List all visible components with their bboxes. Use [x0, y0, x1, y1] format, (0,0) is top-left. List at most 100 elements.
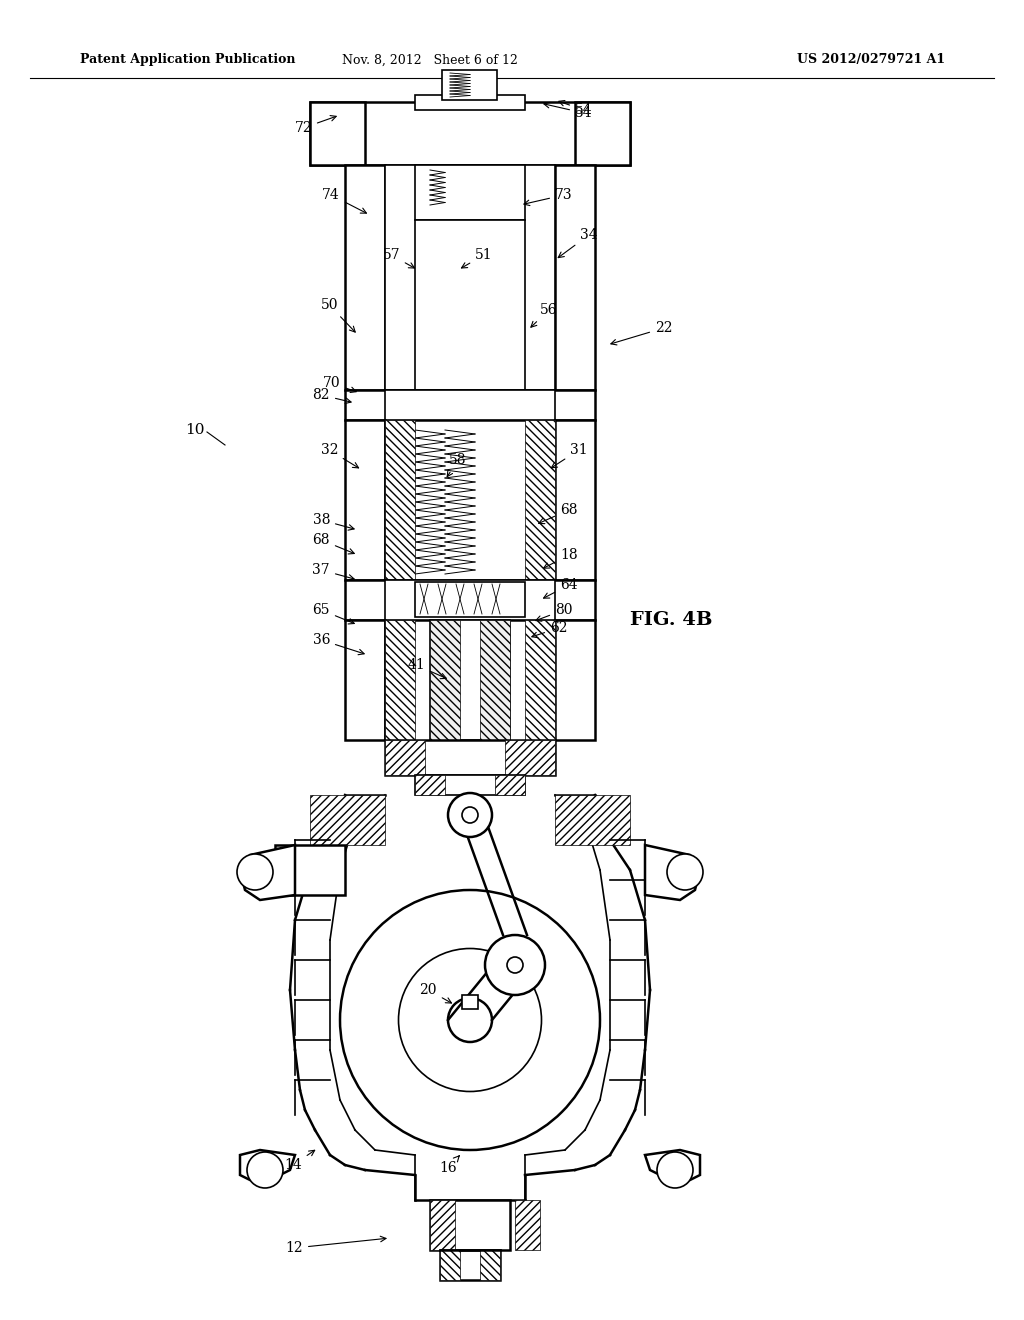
Text: 32: 32 [321, 444, 358, 467]
Bar [462, 995, 478, 1008]
Text: US 2012/0279721 A1: US 2012/0279721 A1 [797, 54, 945, 66]
Bar [415, 165, 525, 220]
Circle shape [237, 854, 273, 890]
Circle shape [449, 793, 492, 837]
Bar [555, 620, 595, 741]
Bar [415, 95, 525, 110]
Text: 56: 56 [530, 304, 557, 327]
Bar [415, 775, 525, 795]
Bar [525, 420, 555, 579]
Text: 82: 82 [312, 388, 351, 404]
Bar [440, 1250, 460, 1280]
Text: 10: 10 [185, 422, 205, 437]
Bar [345, 420, 385, 579]
Bar [555, 620, 595, 741]
Text: 57: 57 [382, 248, 415, 268]
Text: 34: 34 [558, 228, 598, 257]
Bar [415, 220, 525, 389]
Bar [555, 420, 595, 579]
Bar [385, 741, 425, 775]
Bar [575, 102, 630, 165]
Bar [442, 70, 497, 100]
Text: Patent Application Publication: Patent Application Publication [80, 54, 296, 66]
Bar [385, 389, 555, 420]
Text: 70: 70 [323, 376, 356, 392]
Circle shape [398, 949, 542, 1092]
Bar [495, 775, 525, 795]
Text: 41: 41 [408, 657, 446, 678]
Bar [430, 1200, 510, 1250]
Text: 16: 16 [439, 1156, 459, 1175]
Bar [310, 102, 365, 165]
Text: 51: 51 [462, 248, 493, 268]
Bar [415, 582, 525, 616]
Circle shape [449, 998, 492, 1041]
Text: 74: 74 [323, 187, 367, 213]
Bar [345, 389, 595, 420]
Bar [385, 620, 415, 741]
Text: 31: 31 [551, 444, 588, 467]
Bar [345, 579, 595, 620]
Bar [345, 579, 595, 620]
Circle shape [507, 957, 523, 973]
Circle shape [462, 807, 478, 822]
Text: 68: 68 [539, 503, 578, 524]
Bar [345, 165, 385, 389]
Bar [345, 420, 385, 579]
Text: FIG. 4B: FIG. 4B [630, 611, 713, 630]
Bar [480, 620, 510, 741]
Bar [415, 775, 445, 795]
Bar [480, 1250, 500, 1280]
Text: 20: 20 [420, 983, 452, 1003]
Polygon shape [240, 1150, 295, 1180]
Bar [385, 420, 415, 579]
Text: 58: 58 [447, 453, 467, 477]
Polygon shape [645, 1150, 700, 1180]
Bar [385, 741, 555, 775]
Text: 50: 50 [321, 298, 355, 333]
Text: 14: 14 [285, 1150, 314, 1172]
Bar [555, 420, 595, 579]
Bar [575, 102, 630, 165]
Text: 73: 73 [524, 187, 572, 206]
Text: 62: 62 [531, 620, 567, 638]
Bar [555, 165, 595, 389]
Circle shape [485, 935, 545, 995]
Circle shape [657, 1152, 693, 1188]
Bar [555, 795, 630, 845]
Text: 54: 54 [544, 103, 593, 120]
Bar [275, 845, 345, 895]
Bar [430, 1200, 455, 1250]
Text: 65: 65 [312, 603, 354, 624]
Text: 54: 54 [559, 100, 593, 117]
Text: 22: 22 [611, 321, 673, 345]
Polygon shape [645, 845, 700, 900]
Text: 18: 18 [544, 548, 578, 568]
Text: 37: 37 [312, 564, 354, 581]
Polygon shape [240, 845, 295, 900]
Circle shape [247, 1152, 283, 1188]
Bar [310, 795, 385, 845]
Bar [430, 620, 510, 741]
Bar [345, 389, 595, 420]
Text: 68: 68 [312, 533, 354, 554]
Bar [555, 165, 595, 389]
Text: 72: 72 [294, 116, 336, 135]
Text: 12: 12 [286, 1237, 386, 1255]
Bar [345, 620, 385, 741]
Text: 38: 38 [312, 513, 354, 531]
Text: 36: 36 [312, 634, 365, 655]
Circle shape [667, 854, 703, 890]
Text: 64: 64 [544, 578, 578, 598]
Bar [310, 102, 365, 165]
Bar [440, 1250, 500, 1280]
Circle shape [340, 890, 600, 1150]
Bar [505, 741, 555, 775]
Bar [345, 165, 385, 389]
Bar [525, 620, 555, 741]
Text: Nov. 8, 2012   Sheet 6 of 12: Nov. 8, 2012 Sheet 6 of 12 [342, 54, 518, 66]
Bar [385, 579, 555, 620]
Bar [345, 620, 385, 741]
Bar [385, 165, 555, 389]
Bar [310, 102, 630, 165]
